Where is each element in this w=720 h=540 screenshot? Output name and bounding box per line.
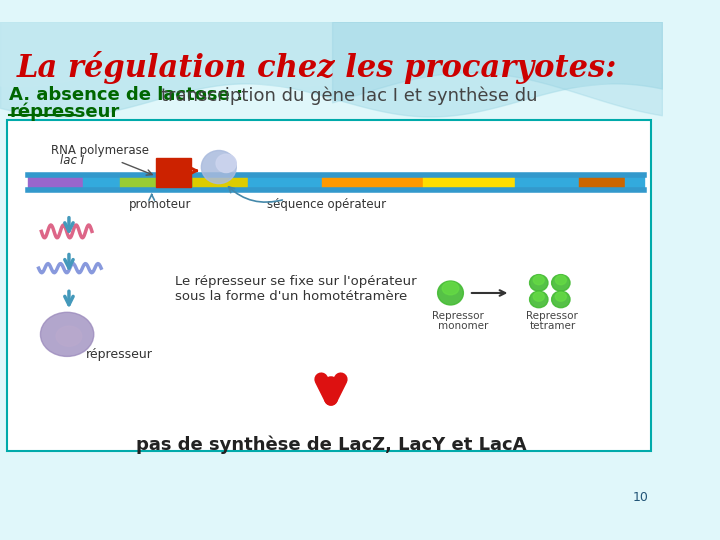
Ellipse shape	[202, 151, 236, 184]
Text: 10: 10	[632, 491, 648, 504]
Ellipse shape	[555, 275, 567, 285]
Ellipse shape	[552, 275, 570, 291]
Text: répresseur: répresseur	[86, 348, 153, 361]
Bar	[625, 176, 644, 189]
Text: monomer: monomer	[438, 321, 488, 330]
Ellipse shape	[442, 282, 459, 295]
Ellipse shape	[552, 291, 570, 308]
Ellipse shape	[216, 154, 236, 173]
Ellipse shape	[438, 281, 464, 305]
Bar	[248, 176, 322, 189]
Text: Repressor: Repressor	[526, 312, 577, 321]
Ellipse shape	[534, 292, 544, 301]
Ellipse shape	[534, 275, 544, 285]
Bar	[423, 176, 515, 189]
Text: A. absence de lactose :: A. absence de lactose :	[9, 86, 243, 104]
Text: La régulation chez les procaryotes:: La régulation chez les procaryotes:	[17, 51, 617, 84]
Text: RNA polymerase: RNA polymerase	[50, 144, 148, 157]
Bar	[27, 176, 83, 189]
Text: promoteur: promoteur	[129, 198, 192, 211]
Text: pas de synthèse de LacZ, LacY et LacA: pas de synthèse de LacZ, LacY et LacA	[136, 435, 526, 454]
Ellipse shape	[555, 292, 567, 301]
Text: Repressor: Repressor	[432, 312, 484, 321]
Ellipse shape	[530, 275, 548, 291]
Text: transcription du gène lac I et synthèse du: transcription du gène lac I et synthèse …	[161, 86, 537, 105]
Text: Le répresseur se fixe sur l'opérateur
sous la forme d'un homotétramère: Le répresseur se fixe sur l'opérateur so…	[175, 275, 416, 302]
Bar	[515, 176, 579, 189]
Ellipse shape	[40, 312, 94, 356]
Ellipse shape	[56, 326, 82, 346]
Text: lac I: lac I	[60, 154, 84, 167]
FancyBboxPatch shape	[7, 120, 651, 451]
Bar	[120, 176, 193, 189]
Text: tetramer: tetramer	[530, 321, 576, 330]
Text: séquence opérateur: séquence opérateur	[266, 198, 386, 211]
Bar	[156, 158, 192, 187]
Bar	[322, 176, 423, 189]
Text: répresseur: répresseur	[9, 103, 120, 121]
Ellipse shape	[530, 291, 548, 308]
Bar	[193, 176, 248, 189]
Bar	[579, 176, 625, 189]
Bar	[83, 176, 120, 189]
